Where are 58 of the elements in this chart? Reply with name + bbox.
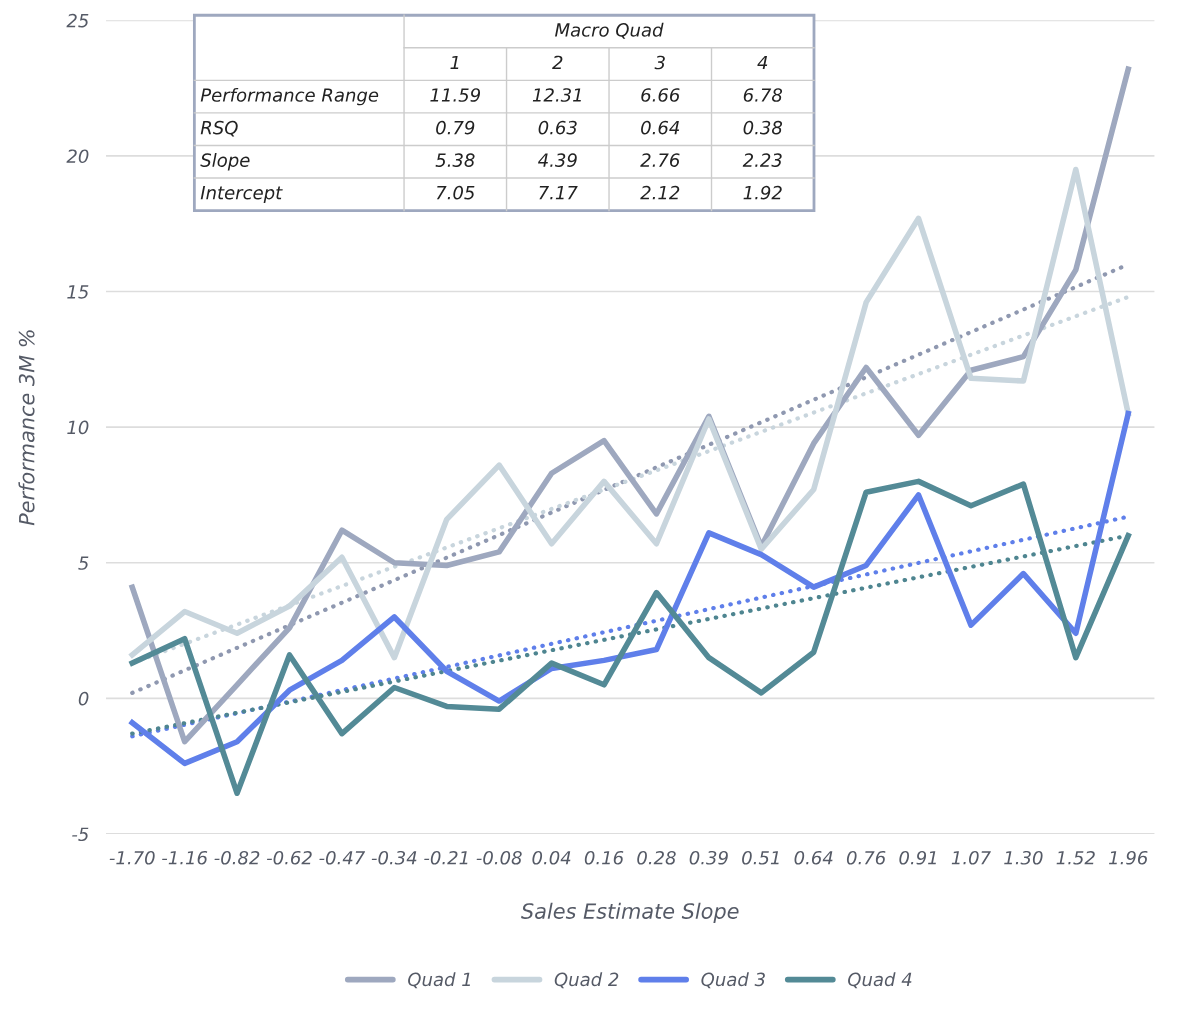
annotation: 3 xyxy=(654,55,665,70)
x-tick-label: 0.16 xyxy=(584,850,624,865)
x-tick-label: 0.28 xyxy=(637,850,676,865)
annotation: 0.63 xyxy=(538,120,577,135)
annotation: 6.66 xyxy=(641,88,680,102)
y-tick-label: 0 xyxy=(78,691,89,706)
y-tick-label: -5 xyxy=(72,827,89,842)
x-tick-label: 0.51 xyxy=(742,850,779,865)
x-tick-label: 0.04 xyxy=(532,850,571,865)
annotation: 7.05 xyxy=(436,185,475,200)
y-tick-label: 10 xyxy=(67,420,89,435)
annotation: 4 xyxy=(757,55,768,70)
x-tick-label: 1.96 xyxy=(1109,850,1148,865)
x-tick-label: 1.07 xyxy=(951,850,991,865)
x-tick-label: -1.70 xyxy=(109,850,155,865)
x-tick-label: 1.30 xyxy=(1004,850,1043,865)
annotation: Macro Quad xyxy=(555,22,664,39)
y-axis-title: Performance 3M % xyxy=(18,330,35,526)
annotation: 0.79 xyxy=(436,120,475,135)
annotation: RSQ xyxy=(200,120,238,137)
annotation: 1.92 xyxy=(743,185,782,200)
annotation: 12.31 xyxy=(532,88,581,102)
legend-label: Quad 2 xyxy=(554,972,619,989)
annotation: 11.59 xyxy=(430,88,481,102)
legend-label: Quad 4 xyxy=(848,972,912,989)
x-tick-label: -0.21 xyxy=(424,850,468,865)
y-tick-label: 15 xyxy=(67,285,89,299)
annotation: 5.38 xyxy=(435,153,475,167)
x-tick-label: -0.62 xyxy=(266,850,312,865)
x-tick-label: -0.08 xyxy=(476,850,522,865)
annotation: 6.78 xyxy=(743,88,783,102)
x-tick-label: 0.64 xyxy=(794,850,833,865)
x-tick-label: 1.52 xyxy=(1056,850,1095,865)
annotation: 0.64 xyxy=(641,120,680,135)
legend-label: Quad 3 xyxy=(701,972,765,989)
annotation: 2.12 xyxy=(640,185,680,200)
x-tick-label: -0.82 xyxy=(214,850,260,865)
annotation: Performance Range xyxy=(200,87,379,106)
annotation: 0.38 xyxy=(743,120,783,135)
annotation: Intercept xyxy=(200,186,283,203)
y-tick-label: 20 xyxy=(66,149,89,164)
annotation: 2.76 xyxy=(640,153,680,167)
annotation: 2 xyxy=(552,55,563,70)
x-tick-label: -0.47 xyxy=(319,850,366,865)
legend-label: Quad 1 xyxy=(408,972,470,989)
x-tick-label: 0.91 xyxy=(899,850,936,865)
y-tick-label: 25 xyxy=(66,13,89,28)
y-tick-label: 5 xyxy=(78,556,89,570)
annotation: 4.39 xyxy=(538,153,577,167)
annotation: 1 xyxy=(450,55,459,70)
x-tick-label: 0.76 xyxy=(846,850,886,865)
x-tick-label: -1.16 xyxy=(162,850,208,865)
annotation: 2.23 xyxy=(742,153,782,167)
x-axis-title: Sales Estimate Slope xyxy=(521,902,739,923)
annotation: Slope xyxy=(200,152,250,171)
x-tick-label: -0.34 xyxy=(371,850,417,865)
annotation: 7.17 xyxy=(539,186,578,200)
x-tick-label: 0.39 xyxy=(689,850,728,865)
